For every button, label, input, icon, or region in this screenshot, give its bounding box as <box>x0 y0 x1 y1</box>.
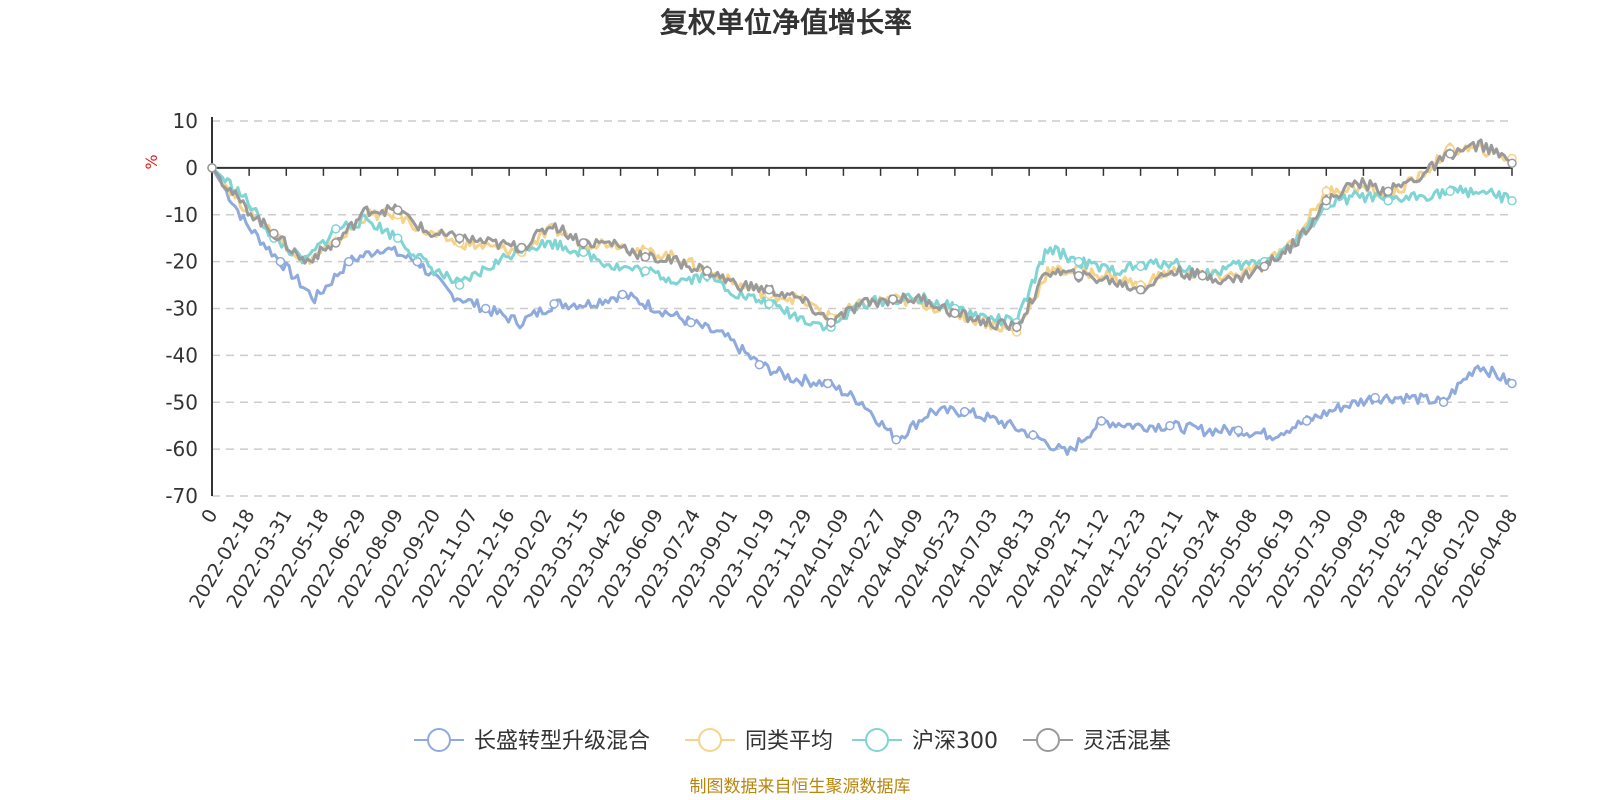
series-point <box>891 435 901 445</box>
y-tick-label: -70 <box>165 484 198 508</box>
series-point <box>1135 261 1146 272</box>
legend-item-3[interactable]: 灵活混基 <box>1023 728 1171 754</box>
x-tick-label: 0 <box>197 506 222 527</box>
legend-marker-icon <box>1036 728 1060 752</box>
series-point <box>1197 270 1208 281</box>
series-point <box>764 285 774 295</box>
series-point <box>578 247 589 257</box>
y-tick-label: 0 <box>185 156 198 180</box>
series-point <box>412 256 423 267</box>
y-axis-unit: % <box>142 154 161 169</box>
series-point <box>702 266 712 276</box>
grid-lines <box>212 120 1512 497</box>
series-point <box>1321 186 1332 197</box>
chart-title: 复权单位净值增长率 <box>660 6 912 39</box>
legend-marker-icon <box>865 728 889 752</box>
series-point <box>826 317 836 328</box>
series-point <box>1028 430 1038 440</box>
legend-item-1[interactable]: 同类平均 <box>685 728 833 754</box>
series-point <box>269 228 279 239</box>
series-line-3 <box>210 138 1513 333</box>
series-point <box>1445 186 1455 197</box>
series-point <box>516 242 527 253</box>
series-point <box>1507 195 1517 206</box>
series-point <box>392 205 403 215</box>
series-point <box>1073 270 1084 281</box>
legend-label: 沪深300 <box>912 729 998 754</box>
series-point <box>331 238 341 248</box>
series-point <box>1165 420 1175 431</box>
legend-label: 灵活混基 <box>1083 729 1171 754</box>
series-point <box>1259 261 1270 272</box>
series-point <box>1383 186 1393 197</box>
series-point <box>1301 416 1312 426</box>
series-point <box>640 266 651 276</box>
y-tick-label: -60 <box>165 437 198 461</box>
series-point <box>1507 158 1517 168</box>
series-point <box>1445 149 1455 159</box>
legend-item-0[interactable]: 长盛转型升级混合 <box>414 728 650 754</box>
series-point <box>1438 397 1449 407</box>
legend[interactable]: 长盛转型升级混合 同类平均 沪深300 灵活混基 <box>414 728 1171 754</box>
series-point <box>1321 195 1332 206</box>
y-tick-label: -20 <box>165 250 198 274</box>
series-point <box>207 163 217 173</box>
series-point <box>617 289 628 300</box>
series-line-2 <box>211 166 1513 332</box>
axes: 100-10-20-30-40-50-60-7002022-02-182022-… <box>165 109 1522 612</box>
series-point <box>480 303 491 314</box>
series-point <box>454 233 465 243</box>
y-tick-label: -40 <box>165 343 198 367</box>
y-tick-label: -50 <box>165 390 198 414</box>
series-lines <box>207 138 1517 456</box>
series-point <box>1507 378 1517 389</box>
source-note: 制图数据来自恒生聚源数据库 <box>690 777 911 797</box>
series-point <box>331 224 341 234</box>
series-point <box>764 299 774 309</box>
series-point <box>392 233 403 243</box>
series-point <box>275 256 286 267</box>
series-point <box>1370 392 1380 403</box>
legend-marker-icon <box>698 728 722 752</box>
y-tick-label: 10 <box>173 109 198 133</box>
series-point <box>1135 285 1146 295</box>
series-point <box>754 360 765 370</box>
series-point <box>1383 195 1393 206</box>
series-point <box>950 308 960 318</box>
series-point <box>344 256 354 267</box>
series-point <box>578 238 589 248</box>
series-point <box>549 299 559 309</box>
series-point <box>823 378 833 389</box>
y-tick-label: -30 <box>165 297 198 321</box>
series-point <box>1233 425 1244 436</box>
legend-marker-icon <box>427 728 451 752</box>
legend-label: 长盛转型升级混合 <box>474 729 650 754</box>
series-point <box>888 294 898 304</box>
legend-label: 同类平均 <box>745 729 833 754</box>
series-line-0 <box>210 167 1514 456</box>
series-point <box>686 317 696 328</box>
series-point <box>1073 256 1084 267</box>
y-tick-label: -10 <box>165 203 198 227</box>
series-point <box>454 280 465 290</box>
series-point <box>1096 416 1107 426</box>
series-point <box>1012 322 1022 332</box>
series-point <box>640 252 651 262</box>
series-point <box>959 406 970 417</box>
legend-item-2[interactable]: 沪深300 <box>852 728 998 754</box>
